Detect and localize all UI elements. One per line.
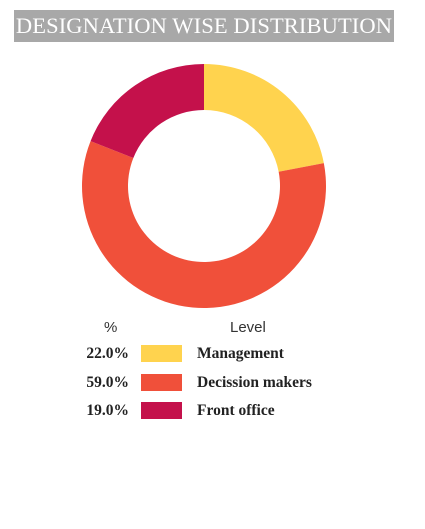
legend-percent: 22.0% [86, 345, 129, 362]
legend-swatch [141, 402, 182, 419]
donut-chart [81, 64, 326, 308]
legend-swatch [141, 345, 182, 362]
legend-label: Front office [197, 402, 275, 419]
legend-label: Decission makers [197, 374, 312, 391]
legend-item-front-office: 19.0% Front office [0, 401, 425, 421]
legend-header-level: Level [230, 319, 266, 336]
legend-item-decission-makers: 59.0% Decission makers [0, 373, 425, 393]
donut-slice-decission-makers [81, 141, 326, 308]
legend-label: Management [197, 345, 284, 362]
legend-percent: 19.0% [86, 402, 129, 419]
legend-header-percent: % [104, 319, 118, 336]
legend-percent: 59.0% [86, 374, 129, 391]
legend-item-management: 22.0% Management [0, 344, 425, 364]
donut-slice-management [204, 64, 324, 172]
legend-swatch [141, 374, 182, 391]
chart-title: DESIGNATION WISE DISTRIBUTION [14, 10, 394, 42]
donut-slice-front-office [90, 64, 204, 159]
